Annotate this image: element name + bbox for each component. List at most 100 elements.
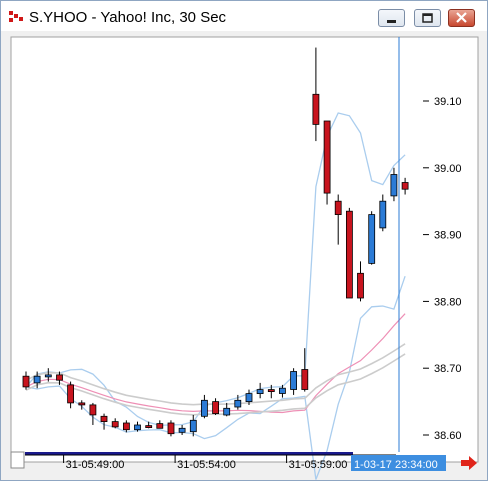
candle bbox=[267, 384, 275, 399]
candle bbox=[89, 402, 97, 425]
window-title: S.YHOO - Yahoo! Inc, 30 Sec bbox=[29, 9, 227, 26]
price-tick-label: 38.90 bbox=[434, 230, 462, 242]
candle-body-down bbox=[312, 93, 320, 125]
candle-body-down bbox=[267, 389, 275, 393]
minimize-button[interactable] bbox=[378, 9, 405, 27]
candle bbox=[401, 177, 409, 195]
candle-body-up bbox=[223, 407, 231, 416]
candle-body-down bbox=[78, 402, 86, 406]
candle bbox=[111, 418, 119, 429]
candle-body-down bbox=[145, 425, 153, 429]
candle-body-up bbox=[379, 200, 387, 229]
chart-app-icon bbox=[9, 11, 23, 22]
cursor-time-badge bbox=[351, 455, 446, 471]
candle-body-up bbox=[278, 387, 286, 394]
time-axis: 31-05:49:00 31-05:54:00 31-05:59:00 bbox=[63, 455, 348, 471]
candle bbox=[44, 368, 52, 382]
candle-body-down bbox=[301, 369, 309, 390]
candle bbox=[78, 400, 86, 410]
candle bbox=[189, 414, 197, 437]
candle bbox=[123, 420, 130, 433]
candle-body-down bbox=[22, 375, 30, 388]
candle bbox=[245, 389, 253, 405]
candle bbox=[334, 194, 342, 245]
price-axis: 39.10 39.00 38.90 38.80 38.70 38.60 bbox=[423, 96, 462, 442]
price-tick-label: 39.10 bbox=[434, 96, 462, 108]
price-tick-label: 38.60 bbox=[434, 430, 462, 442]
minimize-icon bbox=[387, 20, 396, 23]
candle-body-up bbox=[290, 371, 298, 390]
candle-body-up bbox=[189, 419, 197, 433]
candle bbox=[56, 371, 63, 385]
close-button[interactable] bbox=[448, 9, 475, 27]
candle bbox=[256, 382, 264, 399]
candle-body-up bbox=[178, 427, 186, 433]
candle bbox=[178, 424, 186, 435]
candle-body-down bbox=[334, 200, 342, 215]
candle bbox=[33, 371, 41, 389]
candle bbox=[67, 381, 74, 409]
candle-body-down bbox=[156, 423, 164, 429]
candle-body-up bbox=[256, 389, 264, 395]
candle bbox=[200, 394, 208, 419]
candle-body-down bbox=[323, 120, 331, 194]
candle-body-down bbox=[123, 422, 130, 431]
candle-body-up bbox=[200, 399, 208, 417]
scroll-right-arrow-icon[interactable] bbox=[461, 456, 477, 470]
price-tick-label: 39.00 bbox=[434, 163, 462, 175]
candle-body-up bbox=[368, 214, 376, 264]
candle-body-down bbox=[111, 421, 119, 428]
time-tick-label: 31-05:49:00 bbox=[66, 459, 125, 471]
candle bbox=[379, 194, 387, 232]
price-tick-label: 38.80 bbox=[434, 296, 462, 308]
candle-body-up bbox=[390, 174, 398, 197]
lower-band-line bbox=[25, 275, 406, 480]
candle-body-down bbox=[89, 404, 97, 416]
candle-body-down bbox=[212, 401, 220, 415]
candle bbox=[22, 371, 30, 390]
time-scrollbar[interactable] bbox=[25, 452, 353, 455]
title-bar[interactable]: S.YHOO - Yahoo! Inc, 30 Sec bbox=[1, 1, 487, 31]
price-tick-label: 38.70 bbox=[434, 363, 462, 375]
candle bbox=[323, 120, 331, 205]
scroll-left-box[interactable] bbox=[10, 451, 25, 469]
candle bbox=[134, 421, 141, 432]
candle-body-down bbox=[100, 415, 108, 422]
candle-body-up bbox=[245, 393, 253, 403]
candle bbox=[100, 413, 108, 430]
candle-body-down bbox=[167, 422, 175, 435]
candle-body-down bbox=[357, 272, 364, 299]
candle bbox=[368, 211, 376, 265]
candles bbox=[22, 47, 409, 437]
time-tick-label: 31-05:59:00 bbox=[289, 459, 348, 471]
candle-body-down bbox=[56, 374, 63, 381]
candle bbox=[278, 384, 286, 398]
candle-body-down bbox=[401, 182, 409, 190]
candle-body-up bbox=[234, 399, 242, 408]
candle bbox=[156, 420, 164, 429]
candle bbox=[345, 207, 353, 299]
candle-body-down bbox=[345, 210, 353, 299]
candle bbox=[234, 394, 242, 410]
candle bbox=[357, 261, 364, 302]
cursor-time-label: 1-03-17 23:34:00 bbox=[354, 459, 438, 471]
candle bbox=[223, 402, 231, 417]
candle-body-down bbox=[67, 384, 74, 404]
candle bbox=[290, 368, 298, 395]
price-chart[interactable]: 39.10 39.00 38.90 38.80 38.70 38.60 31-05:49:… bbox=[1, 32, 487, 480]
candle bbox=[167, 420, 175, 437]
candle bbox=[212, 398, 220, 415]
candle bbox=[145, 421, 153, 429]
close-icon bbox=[456, 12, 467, 23]
time-tick-label: 31-05:54:00 bbox=[177, 459, 236, 471]
candle bbox=[301, 348, 309, 392]
candle-body-up bbox=[134, 424, 141, 431]
maximize-icon bbox=[422, 13, 433, 23]
candle-body-up bbox=[44, 374, 52, 378]
candle bbox=[312, 47, 320, 142]
candle-body-up bbox=[33, 375, 41, 384]
maximize-button[interactable] bbox=[414, 9, 441, 27]
candle bbox=[390, 167, 398, 202]
chart-frame bbox=[10, 36, 479, 463]
